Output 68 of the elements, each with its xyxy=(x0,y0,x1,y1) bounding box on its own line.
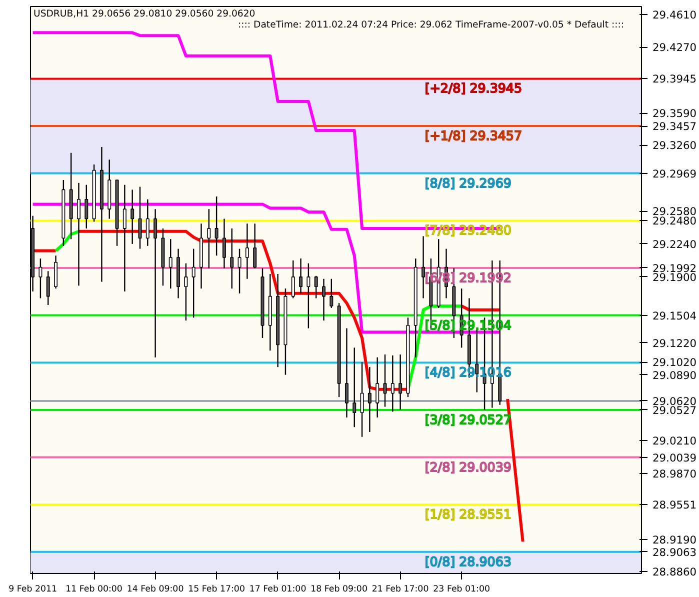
y-tick-label: 29.2969 xyxy=(652,167,697,180)
candlestick xyxy=(376,356,380,418)
y-tick-label: 29.4610 xyxy=(652,8,697,22)
candlestick xyxy=(344,328,348,418)
candlestick xyxy=(398,354,402,410)
candlestick xyxy=(360,362,364,438)
annotation: :::: DateTime: 2011.02.24 07:24 Price: 29.062 TimeFrame-2007-v0.05 * Default :::: xyxy=(238,20,624,30)
candlestick xyxy=(422,236,426,299)
candlestick xyxy=(184,262,188,322)
x-tick-label: 21 Feb 17:00 xyxy=(372,584,429,594)
ref-line-label: [0/8] 28.9063 xyxy=(424,554,512,569)
candlestick xyxy=(368,366,372,433)
y-tick-label: 28.9063 xyxy=(652,546,697,559)
ref-line-label: [+1/8] 29.3457 xyxy=(424,128,522,144)
y-tick-label: 29.1220 xyxy=(652,336,697,350)
candlestick xyxy=(330,278,334,309)
candlestick xyxy=(38,258,42,299)
candlestick xyxy=(122,184,126,292)
ref-line-label: [2/8] 29.0039 xyxy=(424,459,512,474)
candlestick xyxy=(130,189,134,245)
y-tick-label: 29.3945 xyxy=(652,72,697,86)
candlestick xyxy=(291,260,295,299)
y-tick-label: 29.4270 xyxy=(652,41,697,54)
candlestick xyxy=(238,248,242,294)
candlestick xyxy=(168,238,172,290)
candlestick xyxy=(154,208,158,358)
y-tick-label: 29.2240 xyxy=(652,238,697,251)
x-tick-label: 9 Feb 2011 xyxy=(8,584,57,594)
candlestick xyxy=(76,182,80,286)
y-tick-label: 29.0210 xyxy=(652,434,697,448)
x-tick-label: 14 Feb 09:00 xyxy=(126,584,184,594)
candlestick xyxy=(192,248,196,318)
y-tick-label: 28.8860 xyxy=(652,566,697,579)
ref-line-label: [+2/8] 29.3945 xyxy=(424,80,522,96)
ref-line-label: [8/8] 29.2969 xyxy=(424,175,512,190)
x-tick-label: 23 Feb 01:00 xyxy=(433,584,490,594)
y-tick-label: 29.1504 xyxy=(652,309,697,322)
x-tick-label: 15 Feb 17:00 xyxy=(188,584,245,594)
candlestick xyxy=(214,196,218,256)
candlestick xyxy=(390,354,394,412)
x-tick-label: 11 Feb 00:00 xyxy=(66,584,122,594)
chart-title: USDRUB,H1 29.0656 29.0810 29.0560 29.0620 xyxy=(34,8,256,20)
ref-line-label: [1/8] 28.9551 xyxy=(424,506,512,522)
y-tick-label: 29.0890 xyxy=(652,368,697,382)
candlestick xyxy=(207,208,211,269)
y-tick-label: 29.0039 xyxy=(652,451,697,464)
candlestick xyxy=(314,275,318,299)
y-tick-label: 28.9551 xyxy=(652,498,697,512)
candlestick xyxy=(352,347,356,428)
candlestick xyxy=(146,198,150,246)
y-tick-label: 29.1020 xyxy=(652,356,697,370)
x-tick-label: 17 Feb 01:00 xyxy=(249,584,306,594)
candlestick xyxy=(245,223,249,280)
y-tick-label: 28.9870 xyxy=(652,468,697,481)
y-tick-label: 28.9190 xyxy=(652,534,697,547)
candlestick xyxy=(84,184,88,230)
y-tick-label: 29.3260 xyxy=(652,139,697,152)
y-tick-label: 29.2480 xyxy=(652,214,697,228)
candlestick xyxy=(253,223,257,269)
candlestick xyxy=(230,228,234,290)
candlestick xyxy=(222,218,226,269)
candlestick xyxy=(306,262,310,329)
y-tick-label: 29.3590 xyxy=(652,107,697,120)
candlestick xyxy=(46,270,50,306)
candlestick xyxy=(322,278,326,322)
candlestick xyxy=(299,258,303,294)
y-tick-label: 29.3457 xyxy=(652,120,697,134)
x-tick-label: 18 Feb 09:00 xyxy=(310,584,368,594)
